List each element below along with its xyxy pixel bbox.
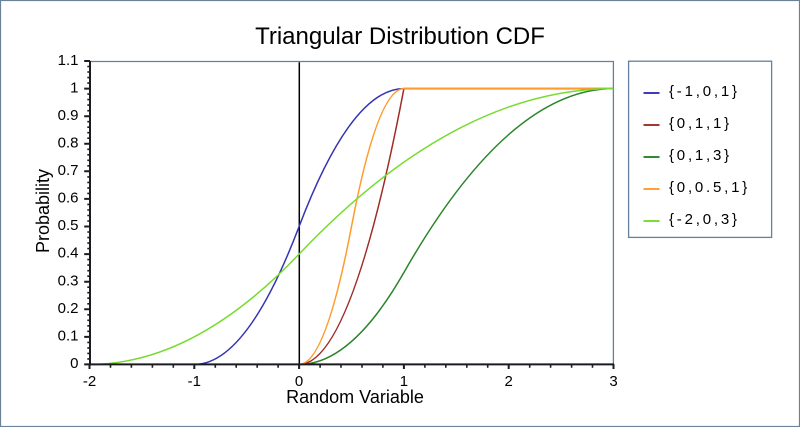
svg-text:-1: -1 — [188, 373, 201, 390]
svg-text:1: 1 — [70, 79, 78, 96]
svg-text:0.3: 0.3 — [58, 272, 79, 289]
svg-text:{0,1,1}: {0,1,1} — [669, 115, 732, 132]
svg-text:0.8: 0.8 — [58, 135, 79, 152]
svg-text:0.9: 0.9 — [58, 107, 79, 124]
svg-text:{-1,0,1}: {-1,0,1} — [669, 83, 740, 100]
svg-text:3: 3 — [609, 373, 617, 390]
svg-text:1: 1 — [400, 373, 408, 390]
svg-text:{-2,0,3}: {-2,0,3} — [669, 211, 740, 228]
svg-text:0.4: 0.4 — [58, 245, 79, 262]
svg-text:2: 2 — [505, 373, 513, 390]
svg-text:Random Variable: Random Variable — [286, 387, 424, 407]
svg-text:0.1: 0.1 — [58, 327, 79, 344]
svg-text:0.7: 0.7 — [58, 162, 79, 179]
svg-text:0: 0 — [70, 355, 78, 372]
svg-text:Triangular Distribution CDF: Triangular Distribution CDF — [255, 23, 545, 50]
svg-text:0.5: 0.5 — [58, 217, 79, 234]
svg-text:1.1: 1.1 — [58, 52, 79, 69]
svg-text:Probability: Probability — [33, 169, 53, 253]
svg-text:{0,0.5,1}: {0,0.5,1} — [669, 179, 750, 196]
svg-text:{0,1,3}: {0,1,3} — [669, 147, 732, 164]
svg-text:0.2: 0.2 — [58, 300, 79, 317]
svg-text:0: 0 — [295, 373, 303, 390]
svg-text:-2: -2 — [83, 373, 96, 390]
svg-text:0.6: 0.6 — [58, 190, 79, 207]
